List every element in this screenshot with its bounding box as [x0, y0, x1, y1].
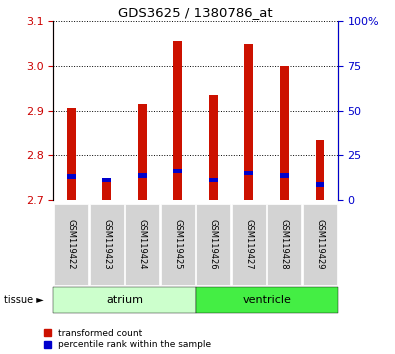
Bar	[280, 173, 289, 178]
Bar	[173, 41, 182, 200]
Bar	[316, 182, 324, 187]
Text: GSM119422: GSM119422	[67, 219, 75, 269]
Legend: transformed count, percentile rank within the sample: transformed count, percentile rank withi…	[44, 329, 212, 349]
Bar	[245, 44, 253, 200]
Title: GDS3625 / 1380786_at: GDS3625 / 1380786_at	[118, 6, 273, 19]
Text: GSM119429: GSM119429	[316, 219, 324, 269]
Text: ventricle: ventricle	[242, 295, 291, 305]
Bar	[138, 173, 147, 178]
Text: GSM119427: GSM119427	[245, 219, 253, 270]
Bar	[173, 169, 182, 173]
Bar	[138, 104, 147, 200]
Text: GSM119426: GSM119426	[209, 219, 218, 270]
Bar	[102, 178, 111, 182]
Bar	[67, 174, 75, 178]
Bar	[102, 180, 111, 200]
Text: GSM119423: GSM119423	[102, 219, 111, 270]
Bar	[209, 95, 218, 200]
Text: tissue ►: tissue ►	[4, 295, 44, 305]
Bar	[245, 171, 253, 175]
Bar	[280, 66, 289, 200]
Text: GSM119428: GSM119428	[280, 219, 289, 270]
Bar	[316, 140, 324, 200]
Text: GSM119425: GSM119425	[173, 219, 182, 269]
Bar	[67, 108, 75, 200]
Text: atrium: atrium	[106, 295, 143, 305]
Text: GSM119424: GSM119424	[138, 219, 147, 269]
Bar	[209, 178, 218, 182]
